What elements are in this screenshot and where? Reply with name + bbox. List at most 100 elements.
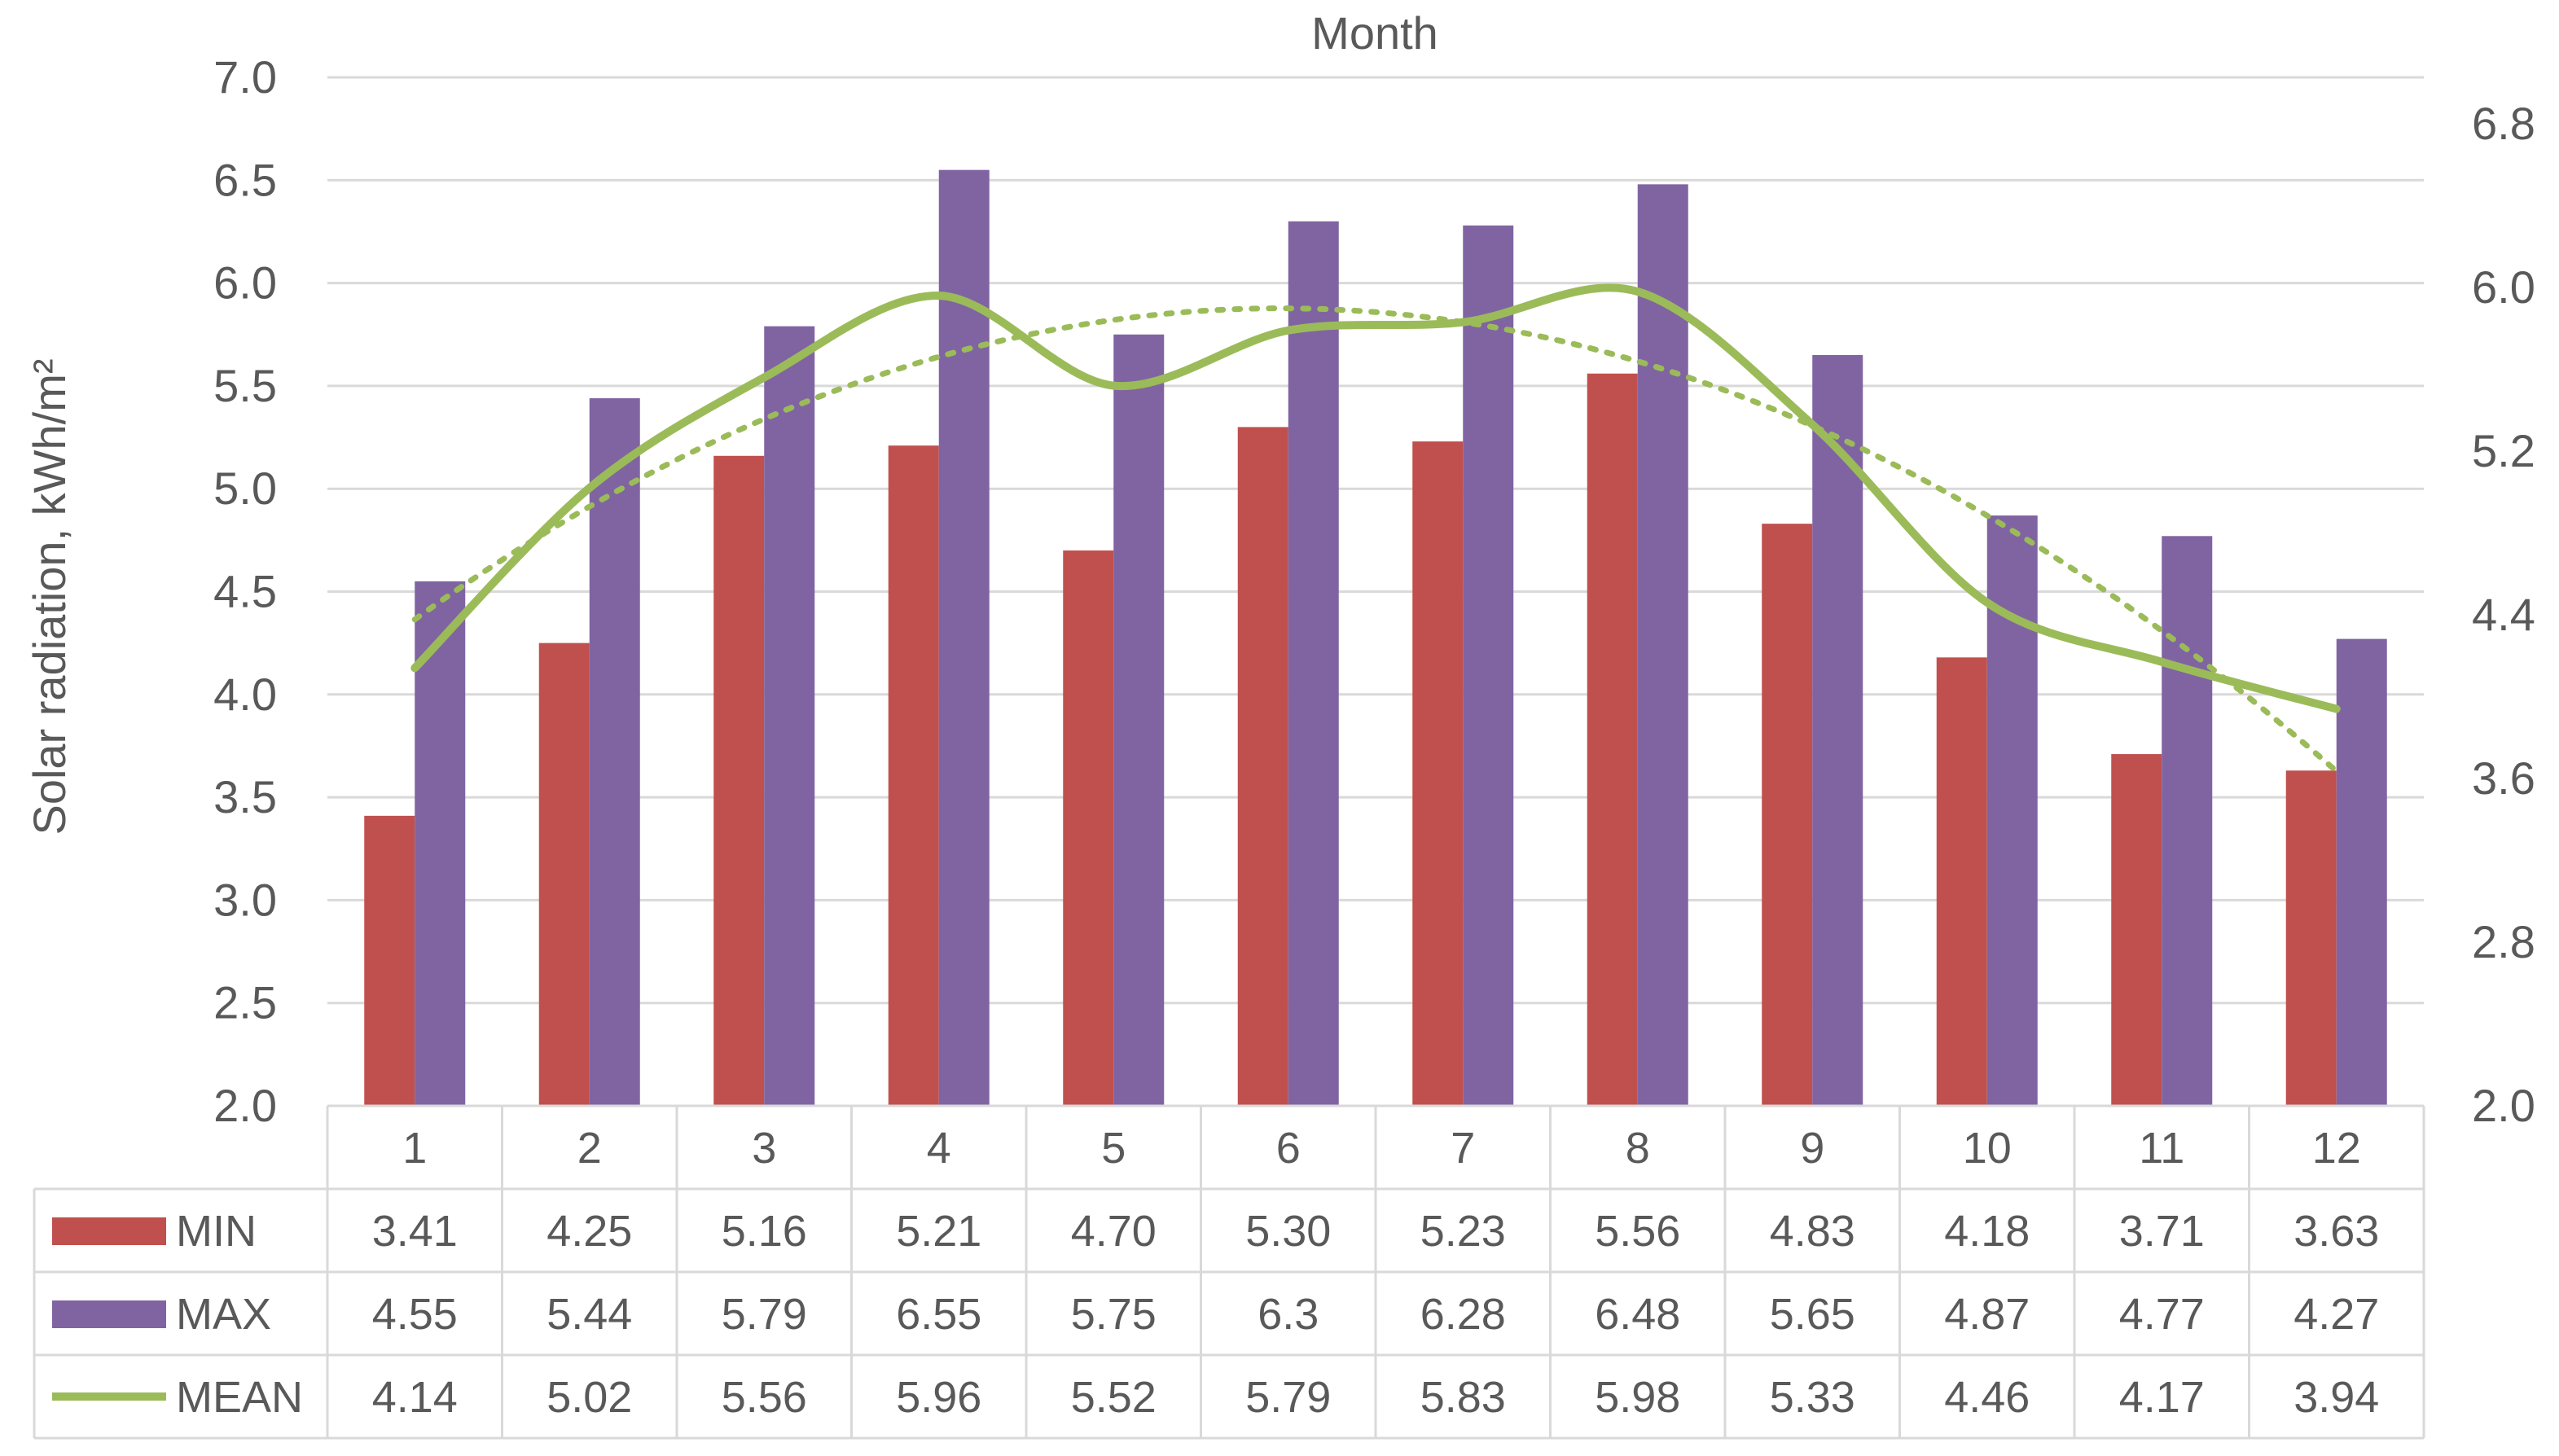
legend-label: MAX	[176, 1290, 271, 1339]
bar-min	[1762, 524, 1813, 1106]
y-tick-label: 7.0	[213, 51, 277, 103]
y-tick-label: 2.0	[213, 1080, 277, 1131]
data-label-mean: 5.96	[896, 1373, 981, 1422]
bar-max	[589, 398, 640, 1106]
bar-min	[1237, 427, 1288, 1106]
y-tick-label: 3.0	[213, 874, 277, 925]
data-label-min: 3.63	[2293, 1207, 2379, 1256]
legend-label: MEAN	[176, 1373, 303, 1422]
mean-trendline	[411, 305, 2340, 774]
data-label-min: 5.30	[1245, 1207, 1331, 1256]
data-label-max: 4.55	[372, 1290, 458, 1339]
data-label-max: 5.75	[1071, 1290, 1157, 1339]
line-mean	[410, 283, 2341, 713]
lines	[410, 283, 2341, 774]
x-tick-label: 9	[1800, 1124, 1824, 1173]
y2-tick-label: 6.8	[2472, 98, 2535, 149]
y-tick-label: 6.5	[213, 154, 277, 205]
legend-label: MIN	[176, 1207, 257, 1256]
y-axis-label: Solar radiation, kWh/m²	[24, 358, 75, 835]
data-label-mean: 4.17	[2119, 1373, 2205, 1422]
x-tick-label: 10	[1963, 1124, 2012, 1173]
y-tick-label: 3.5	[213, 771, 277, 822]
data-label-mean: 4.46	[1944, 1373, 2030, 1422]
y-tick-label: 4.0	[213, 669, 277, 720]
bar-max	[1812, 355, 1863, 1106]
data-label-mean: 5.83	[1420, 1373, 1506, 1422]
bar-max	[1288, 221, 1339, 1106]
bar-max	[1637, 184, 1688, 1106]
x-tick-label: 3	[752, 1124, 776, 1173]
y2-tick-label: 6.0	[2472, 261, 2535, 313]
data-label-mean: 3.94	[2293, 1373, 2379, 1422]
bar-max	[1463, 225, 1514, 1106]
data-label-max: 4.87	[1944, 1290, 2030, 1339]
x-tick-label: 2	[577, 1124, 602, 1173]
x-tick-label: 5	[1101, 1124, 1126, 1173]
data-label-min: 4.83	[1770, 1207, 1855, 1256]
y2-tick-label: 4.4	[2472, 589, 2535, 640]
data-label-min: 4.18	[1944, 1207, 2030, 1256]
data-label-min: 3.41	[372, 1207, 458, 1256]
bar-min	[538, 642, 590, 1106]
legend-key-min	[52, 1217, 166, 1245]
data-label-max: 5.65	[1770, 1290, 1855, 1339]
bar-min	[364, 815, 415, 1106]
y-tick-label: 5.5	[213, 360, 277, 411]
data-label-mean: 5.33	[1770, 1373, 1855, 1422]
bar-max	[764, 326, 815, 1106]
data-label-mean: 5.79	[1245, 1373, 1331, 1422]
y2-tick-label: 2.0	[2472, 1080, 2535, 1131]
data-label-max: 4.77	[2119, 1290, 2205, 1339]
data-label-min: 5.56	[1595, 1207, 1680, 1256]
data-label-min: 4.70	[1071, 1207, 1157, 1256]
bar-min	[1587, 373, 1638, 1106]
data-label-min: 4.25	[546, 1207, 632, 1256]
y-tick-label: 2.5	[213, 977, 277, 1028]
data-label-mean: 5.52	[1071, 1373, 1157, 1422]
x-tick-label: 4	[927, 1124, 951, 1173]
y2-tick-label: 3.6	[2472, 752, 2535, 804]
bar-min	[1936, 657, 1987, 1106]
bar-max	[938, 169, 990, 1106]
data-label-max: 5.44	[546, 1290, 632, 1339]
y-tick-label: 5.0	[213, 463, 277, 514]
data-label-max: 4.27	[2293, 1290, 2379, 1339]
bar-min	[713, 455, 765, 1106]
bar-max	[2336, 638, 2387, 1106]
data-label-mean: 5.02	[546, 1373, 632, 1422]
data-label-max: 5.79	[722, 1290, 807, 1339]
y2-tick-label: 5.2	[2472, 425, 2535, 476]
y2-tick-label: 2.8	[2472, 916, 2535, 967]
bar-max	[415, 581, 466, 1106]
bar-min	[2285, 770, 2337, 1106]
legend-key-max	[52, 1300, 166, 1328]
x-tick-label: 6	[1276, 1124, 1301, 1173]
bars	[364, 169, 2387, 1106]
data-label-max: 6.48	[1595, 1290, 1680, 1339]
gridlines	[327, 76, 2424, 1005]
bar-max	[2162, 536, 2213, 1106]
data-label-min: 3.71	[2119, 1207, 2205, 1256]
bar-min	[1412, 441, 1464, 1106]
chart-title: Month	[1311, 7, 1438, 59]
bar-min	[2111, 754, 2162, 1106]
data-label-mean: 4.14	[372, 1373, 458, 1422]
x-tick-label: 7	[1451, 1124, 1475, 1173]
y-tick-label: 4.5	[213, 566, 277, 617]
y-tick-label: 6.0	[213, 257, 277, 309]
data-label-min: 5.16	[722, 1207, 807, 1256]
bar-max	[1113, 334, 1165, 1106]
x-tick-label: 12	[2312, 1124, 2361, 1173]
data-label-min: 5.21	[896, 1207, 981, 1256]
data-label-max: 6.55	[896, 1290, 981, 1339]
x-tick-label: 11	[2139, 1124, 2184, 1173]
data-label-max: 6.3	[1258, 1290, 1319, 1339]
data-label-mean: 5.98	[1595, 1373, 1680, 1422]
y2-axis-ticks: 2.0 2.8 3.6 4.4 5.2 6.0 6.8	[2472, 98, 2535, 1131]
y-axis-ticks: 2.0 2.5 3.0 3.5 4.0 4.5 5.0 5.5 6.0 6.5 7.0	[213, 51, 277, 1131]
bar-min	[888, 445, 939, 1106]
data-label-mean: 5.56	[722, 1373, 807, 1422]
